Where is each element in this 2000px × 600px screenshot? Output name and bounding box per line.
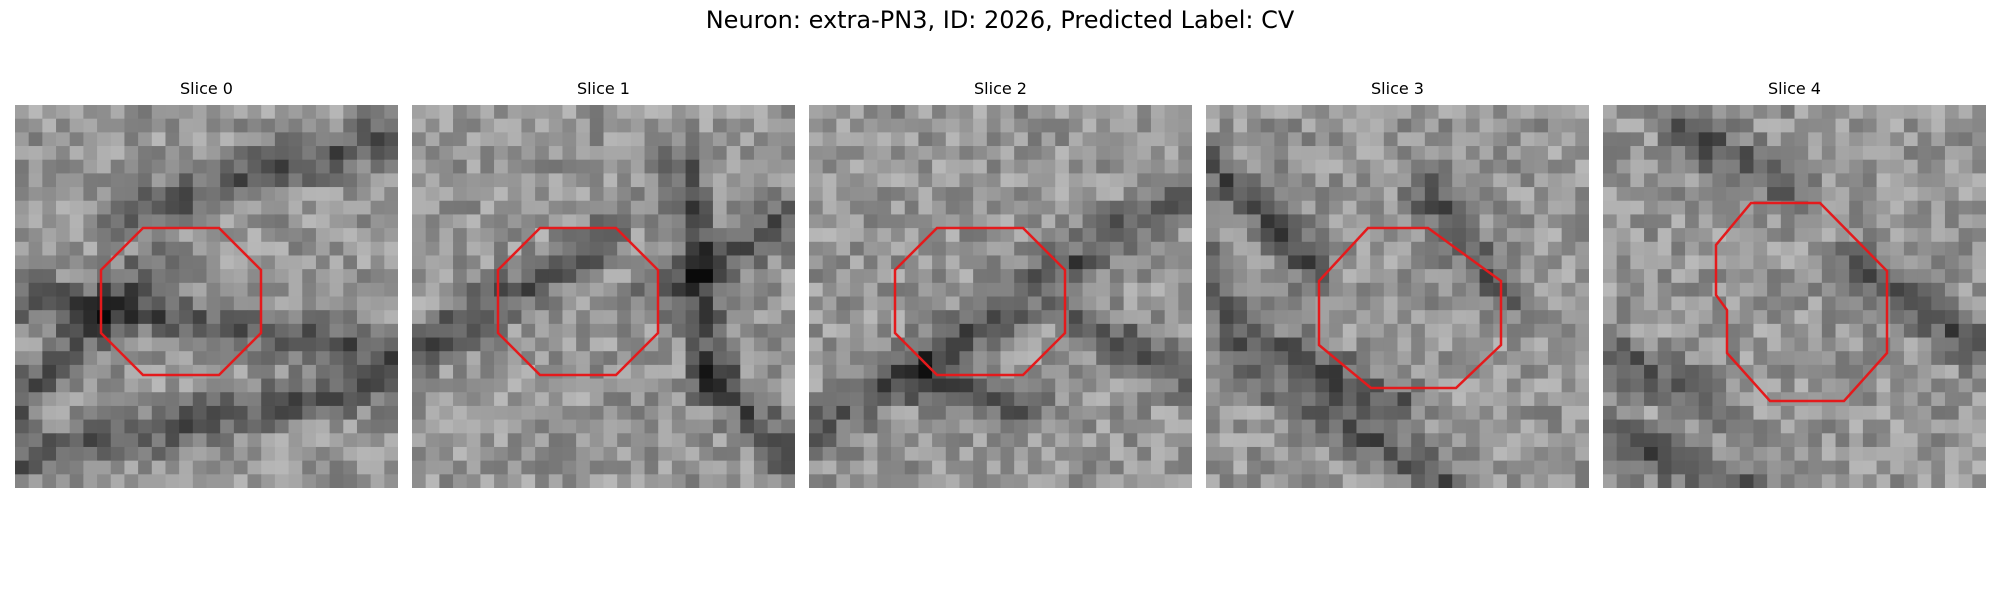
roi-outline <box>893 226 1067 377</box>
roi-outline <box>1714 201 1889 403</box>
slice-image-0 <box>15 105 398 488</box>
roi-outline <box>99 226 263 377</box>
slice-panel-0: Slice 0 <box>15 79 398 488</box>
grayscale-patch <box>1603 105 1986 488</box>
slice-title-1: Slice 1 <box>577 79 630 98</box>
slice-panel-3: Slice 3 <box>1206 79 1589 488</box>
slice-image-3 <box>1206 105 1589 488</box>
grayscale-patch <box>412 105 795 488</box>
slice-panel-2: Slice 2 <box>809 79 1192 488</box>
slice-title-4: Slice 4 <box>1768 79 1821 98</box>
figure-title: Neuron: extra-PN3, ID: 2026, Predicted L… <box>705 6 1295 34</box>
grayscale-patch <box>15 105 398 488</box>
slice-title-2: Slice 2 <box>974 79 1027 98</box>
slice-title-3: Slice 3 <box>1371 79 1424 98</box>
slice-image-4 <box>1603 105 1986 488</box>
grayscale-patch <box>809 105 1192 488</box>
slice-panel-1: Slice 1 <box>412 79 795 488</box>
roi-outline <box>496 226 660 377</box>
slice-panel-4: Slice 4 <box>1603 79 1986 488</box>
slice-image-1 <box>412 105 795 488</box>
slice-image-2 <box>809 105 1192 488</box>
grayscale-patch <box>1206 105 1589 488</box>
roi-outline <box>1317 226 1503 390</box>
slice-title-0: Slice 0 <box>180 79 233 98</box>
